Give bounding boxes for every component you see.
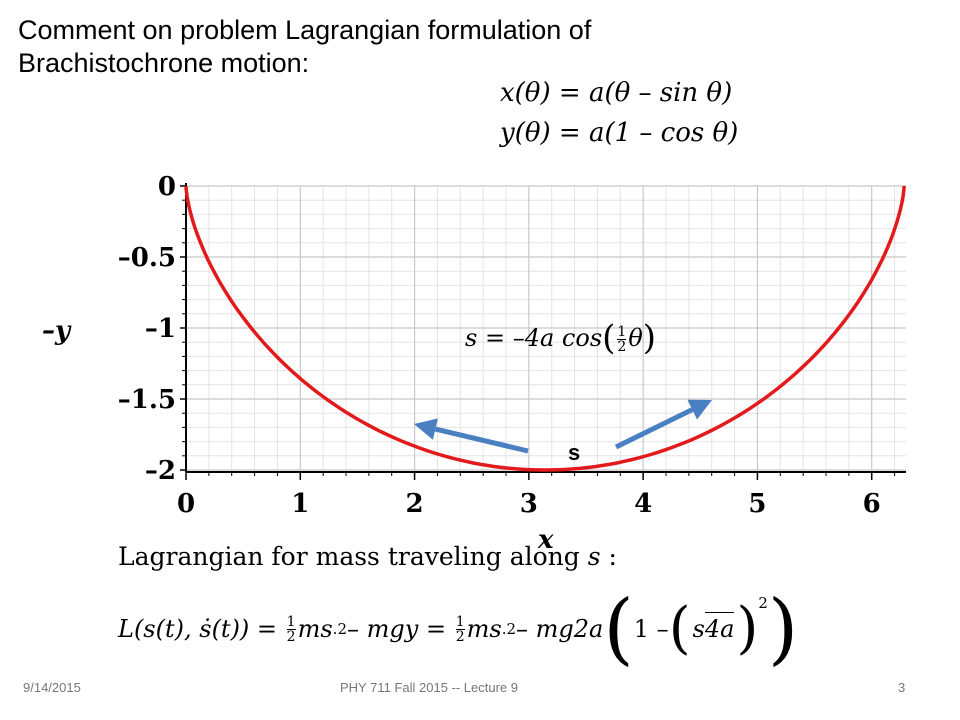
lagrangian-lhs: L(s(t), ṡ(t)): [118, 615, 250, 643]
potential-term-2: – mg2a: [516, 615, 604, 643]
x-eq-lhs: x(θ): [500, 78, 551, 108]
x-tick-label: 6: [863, 489, 881, 519]
y-parametric-equation: y(θ) = a(1 – cos θ): [500, 118, 738, 148]
s-eq-arg: θ: [628, 324, 643, 352]
slide-title-line-1: Comment on problem Lagrangian formulatio…: [18, 15, 592, 45]
x-eq-rhs: a(θ – sin θ): [588, 78, 733, 108]
y-axis-label: –y: [42, 316, 72, 346]
y-ticks: 0 –0.5 –1 –1.5 –2: [118, 172, 186, 486]
x-tick-label: 3: [520, 489, 538, 519]
lagrangian-text: Lagrangian for mass traveling along: [118, 542, 580, 571]
lagrangian-var: s: [587, 542, 601, 571]
y-tick-label: –2: [145, 456, 176, 486]
kinetic-term-1: ms: [297, 615, 333, 643]
x-axis-label: x: [537, 525, 554, 555]
s-annotation: s: [568, 440, 580, 465]
y-eq-lhs: y(θ): [500, 118, 551, 148]
y-tick-label: –0.5: [118, 243, 176, 273]
x-tick-label: 4: [634, 489, 652, 519]
y-eq-equals: =: [558, 118, 589, 148]
lagrangian-colon: :: [608, 542, 617, 571]
x-ticks: 0 1 2 3 4 5 6: [177, 472, 896, 519]
y-tick-label: –1.5: [118, 385, 176, 415]
x-tick-label: 5: [748, 489, 766, 519]
grid-major: [186, 185, 906, 471]
arrow-left-shaft: [434, 426, 529, 454]
x-tick-label: 1: [291, 489, 309, 519]
s-over-4a: s4a: [693, 612, 735, 643]
one-minus: 1 –: [633, 615, 669, 643]
footer-date: 9/14/2015: [23, 680, 81, 695]
footer-page-number: 3: [898, 680, 906, 695]
y-tick-label: 0: [158, 172, 176, 202]
arrow-right-shaft: [614, 407, 694, 450]
s-direction-arrows: [414, 399, 712, 454]
kinetic-term-2: ms: [466, 615, 502, 643]
x-tick-label: 0: [177, 489, 195, 519]
x-parametric-equation: x(θ) = a(θ – sin θ): [500, 78, 732, 108]
arrow-right-head: [687, 399, 712, 420]
x-eq-equals: =: [558, 78, 589, 108]
y-eq-rhs: a(1 – cos θ): [588, 118, 739, 148]
s-theta-equation: s = –4a cos(1 2 θ): [465, 318, 657, 358]
s-eq-pre: –4a cos: [512, 324, 603, 352]
square-exponent: 2: [758, 594, 768, 612]
slide-title-line-2: Brachistochrone motion:: [18, 48, 310, 78]
x-tick-label: 2: [406, 489, 424, 519]
slide-title: Comment on problem Lagrangian formulatio…: [18, 14, 738, 80]
lagrangian-description: Lagrangian for mass traveling along s :: [118, 542, 617, 571]
arrow-left-head: [414, 418, 438, 440]
potential-term-1: – mgy: [347, 615, 419, 643]
footer-course: PHY 711 Fall 2015 -- Lecture 9: [340, 680, 519, 695]
s-eq-lhs: s: [465, 324, 478, 352]
s-eq-equals: =: [484, 324, 513, 352]
y-tick-label: –1: [145, 314, 176, 344]
cycloid-curve: [184, 186, 906, 472]
